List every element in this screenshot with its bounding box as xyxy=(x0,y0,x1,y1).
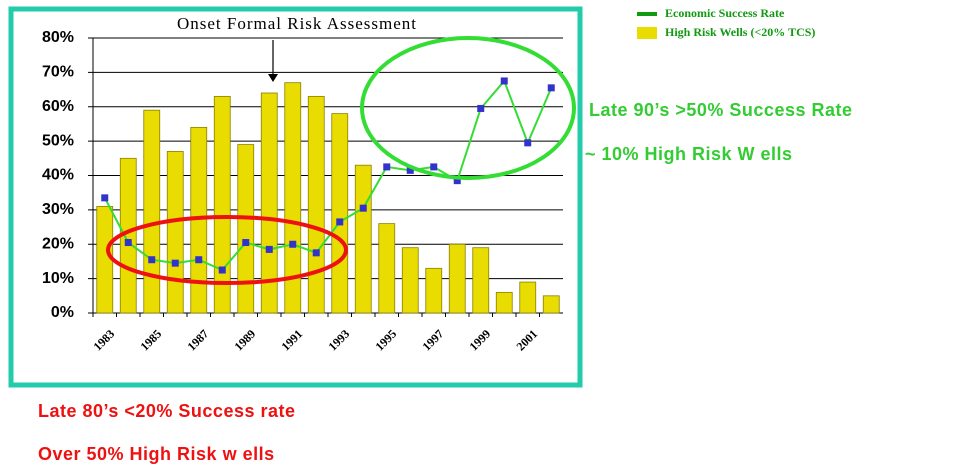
marker xyxy=(148,256,156,264)
x-tick-label: 1999 xyxy=(466,327,493,354)
bar xyxy=(448,243,466,314)
legend-swatch xyxy=(637,27,657,39)
bar xyxy=(284,82,302,314)
highlight-ellipse xyxy=(360,36,576,180)
x-tick-label: 1995 xyxy=(372,327,399,354)
marker xyxy=(336,218,344,226)
annotation: Over 50% High Risk w ells xyxy=(38,444,275,464)
y-tick-label: 70% xyxy=(42,64,74,81)
plot: 0% 10% 20% 30% 40% 50% 60% 70% 80% 1983 1985 1987 19… xyxy=(42,29,563,354)
bar xyxy=(472,247,490,314)
legend: Economic Success Rate High Risk Wells (<2… xyxy=(637,6,815,39)
bar xyxy=(495,291,513,314)
annotation: Late 90’s >50% Success Rate xyxy=(589,100,853,120)
bar xyxy=(519,281,537,314)
bar xyxy=(237,144,255,314)
marker xyxy=(406,166,414,174)
y-tick-label: 30% xyxy=(42,201,74,218)
y-tick-label: 0% xyxy=(51,304,74,321)
marker xyxy=(547,84,555,92)
bar xyxy=(401,247,419,314)
marker xyxy=(195,256,203,264)
marker xyxy=(265,245,273,253)
marker xyxy=(101,194,109,202)
highlight-ellipse xyxy=(106,215,348,285)
bar xyxy=(260,92,278,314)
chart-title: Onset Formal Risk Assessment xyxy=(177,14,417,33)
bar xyxy=(213,96,231,314)
annotation: Late 80’s <20% Success rate xyxy=(38,401,296,421)
y-tick-label: 40% xyxy=(42,167,74,184)
y-tick-label: 50% xyxy=(42,132,74,149)
arrow-head xyxy=(268,74,278,82)
legend-label: High Risk Wells (<20% TCS) xyxy=(665,25,815,39)
bar xyxy=(307,96,325,314)
bar xyxy=(542,295,560,314)
marker xyxy=(171,259,179,267)
marker xyxy=(218,266,226,274)
bar xyxy=(378,223,396,314)
marker xyxy=(453,177,461,185)
annotation: ~ 10% High Risk W ells xyxy=(585,144,793,164)
x-tick-label: 1983 xyxy=(90,327,117,354)
y-tick-label: 80% xyxy=(42,29,74,46)
bar xyxy=(425,267,443,314)
marker xyxy=(383,163,391,171)
marker xyxy=(242,239,250,247)
x-tick-label: 1991 xyxy=(278,327,305,354)
line xyxy=(103,79,553,272)
marker xyxy=(312,249,320,257)
legend-swatch xyxy=(637,12,657,16)
marker xyxy=(289,240,297,248)
x-tick-label: 1997 xyxy=(419,327,446,354)
legend-label: Economic Success Rate xyxy=(665,6,785,20)
marker xyxy=(124,239,132,247)
marker xyxy=(524,139,532,147)
x-tick-label: 1987 xyxy=(184,327,211,354)
bar xyxy=(354,164,372,314)
y-tick-label: 10% xyxy=(42,270,74,287)
x-tick-label: 1989 xyxy=(231,327,258,354)
marker xyxy=(500,77,508,85)
marker xyxy=(477,104,485,112)
marker xyxy=(430,163,438,171)
bar xyxy=(166,151,184,314)
x-tick-label: 1993 xyxy=(325,327,352,354)
bar xyxy=(143,109,161,314)
frame xyxy=(8,6,583,388)
x-tick-label: 2001 xyxy=(513,327,540,354)
marker xyxy=(359,204,367,212)
y-tick-label: 20% xyxy=(42,235,74,252)
y-tick-label: 60% xyxy=(42,98,74,115)
x-tick-label: 1985 xyxy=(137,327,164,354)
bar xyxy=(331,113,349,314)
